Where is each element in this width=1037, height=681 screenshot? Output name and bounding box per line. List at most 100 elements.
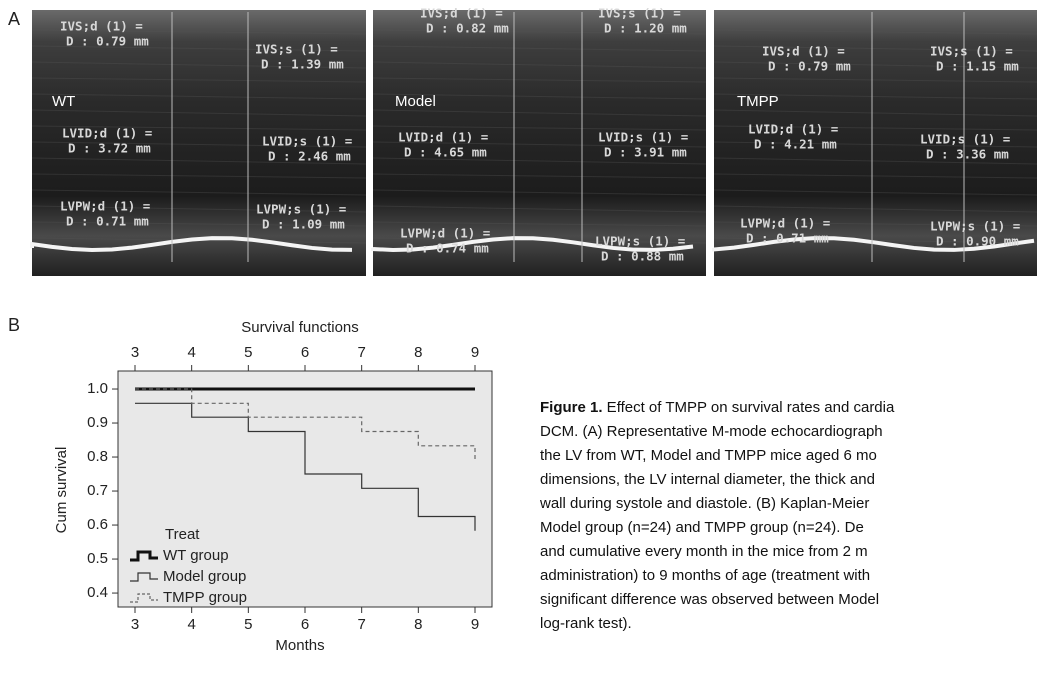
legend-label: TMPP group [163, 589, 247, 606]
group-label: Model [395, 93, 436, 110]
measure-name: IVS;d (1) = [420, 6, 503, 21]
measure-name: IVS;d (1) = [60, 19, 143, 34]
measure-value: D : 4.21 mm [754, 137, 837, 152]
y-tick-label: 0.8 [87, 448, 108, 465]
y-tick-label: 0.6 [87, 516, 108, 533]
measure-value: D : 3.91 mm [604, 145, 687, 160]
legend-label: Model group [163, 568, 246, 585]
echo-texture [372, 29, 707, 35]
measure-name: LVID;d (1) = [398, 130, 488, 145]
echo-texture [713, 109, 1037, 117]
echo-texture [31, 221, 367, 227]
echo-texture [372, 125, 707, 131]
echo-texture [372, 93, 707, 100]
measure-value: D : 4.65 mm [404, 145, 487, 160]
measure-name: LVPW;d (1) = [60, 199, 150, 214]
x-tick-label: 8 [414, 616, 422, 633]
echo-texture [713, 77, 1037, 83]
caption-line: wall during systole and diastole. (B) Ka… [539, 495, 869, 512]
legend-title: Treat [165, 526, 200, 543]
echo-texture [31, 173, 367, 179]
echo-texture [713, 173, 1037, 179]
echo-texture [31, 189, 367, 196]
echo-image [32, 10, 366, 276]
echo-texture [713, 29, 1037, 35]
echo-texture [31, 93, 367, 100]
measure-name: LVID;d (1) = [62, 126, 152, 141]
x-tick-label-top: 3 [131, 344, 139, 361]
echo-texture [372, 189, 707, 196]
measure-value: D : 3.72 mm [68, 141, 151, 156]
echo-texture [713, 61, 1037, 69]
echo-image [714, 10, 1037, 276]
legend-label: WT group [163, 547, 229, 564]
measure-value: D : 3.36 mm [926, 147, 1009, 162]
measure-name: LVPW;s (1) = [595, 234, 685, 249]
echo-wall [30, 236, 353, 252]
caption-line: log-rank test). [540, 615, 632, 632]
echo-texture [372, 157, 707, 165]
echo-texture [372, 173, 707, 179]
x-tick-label-top: 8 [414, 344, 422, 361]
y-tick-label: 1.0 [87, 380, 108, 397]
x-tick-label: 5 [244, 616, 252, 633]
x-tick-label-top: 5 [244, 344, 252, 361]
caption-line: significant difference was observed betw… [540, 591, 879, 608]
measure-value: D : 2.46 mm [268, 149, 351, 164]
echo-texture [31, 157, 367, 165]
measure-name: IVS;s (1) = [930, 44, 1013, 59]
measure-value: D : 0.88 mm [601, 249, 684, 264]
echo-texture [372, 45, 707, 52]
measure-value: D : 0.71 mm [746, 231, 829, 246]
measure-name: IVS;s (1) = [255, 42, 338, 57]
y-tick-label: 0.7 [87, 482, 108, 499]
y-tick-label: 0.5 [87, 550, 108, 567]
caption-line: DCM. (A) Representative M-mode echocardi… [540, 423, 883, 440]
caption-line: dimensions, the LV internal diameter, th… [540, 471, 875, 488]
y-tick-label: 0.9 [87, 414, 108, 431]
x-axis-label: Months [275, 637, 324, 654]
measure-value: D : 0.82 mm [426, 21, 509, 36]
measure-name: LVID;d (1) = [748, 122, 838, 137]
survival-curve [135, 402, 476, 531]
caption-line: administration) to 9 months of age (trea… [540, 567, 870, 584]
measure-value: D : 1.15 mm [936, 59, 1019, 74]
measure-name: LVID;s (1) = [920, 132, 1010, 147]
echo-texture [372, 141, 707, 148]
echo-texture [713, 189, 1037, 196]
echo-texture [713, 157, 1037, 165]
echo-wall [371, 236, 694, 252]
echo-texture [713, 93, 1037, 100]
plot-area [117, 370, 493, 608]
measure-name: LVPW;d (1) = [400, 226, 490, 241]
echo-texture [31, 45, 367, 52]
x-tick-label: 9 [471, 616, 479, 633]
caption-line: the LV from WT, Model and TMPP mice aged… [540, 447, 877, 464]
y-axis-label: Cum survival [53, 447, 70, 534]
echo-texture [713, 45, 1037, 52]
measure-name: IVS;s (1) = [598, 6, 681, 21]
echo-texture [372, 205, 707, 213]
measure-name: LVPW;s (1) = [930, 219, 1020, 234]
group-label: TMPP [737, 93, 779, 110]
echo-texture [372, 109, 707, 117]
echo-texture [713, 205, 1037, 213]
legend-symbol [130, 572, 158, 582]
echo-texture [31, 61, 367, 69]
echo-texture [31, 141, 367, 148]
caption-line: and cumulative every month in the mice f… [540, 543, 868, 560]
measure-value: D : 1.09 mm [262, 217, 345, 232]
legend-symbol [130, 593, 158, 603]
measure-value: D : 0.74 mm [406, 241, 489, 256]
measure-name: LVID;s (1) = [262, 134, 352, 149]
echo-texture [31, 205, 367, 213]
echo-texture [372, 61, 707, 69]
echo-texture [713, 125, 1037, 131]
x-tick-label-top: 6 [301, 344, 309, 361]
x-tick-label: 4 [187, 616, 195, 633]
echo-texture [31, 109, 367, 117]
echo-texture [372, 77, 707, 83]
measure-name: LVID;s (1) = [598, 130, 688, 145]
